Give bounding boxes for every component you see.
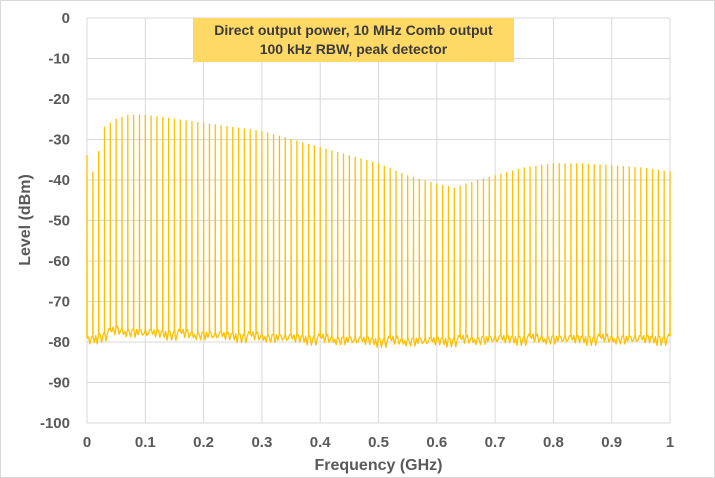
x-tick-label: 1 xyxy=(666,434,674,451)
x-tick-label: 0.4 xyxy=(310,434,332,451)
y-tick-label: -70 xyxy=(48,294,70,311)
y-tick-label: -40 xyxy=(48,172,70,189)
x-axis-ticks: 0 0.1 0.2 0.3 0.4 0.5 0.6 0.7 0.8 0.9 1 xyxy=(83,434,674,451)
x-tick-label: 0.8 xyxy=(543,434,564,451)
x-tick-label: 0.6 xyxy=(426,434,447,451)
y-tick-label: -10 xyxy=(48,51,70,68)
y-axis-title: Level (dBm) xyxy=(17,174,34,266)
x-tick-label: 0.2 xyxy=(193,434,214,451)
title-line-1: Direct output power, 10 MHz Comb output xyxy=(214,22,493,38)
x-tick-label: 0.1 xyxy=(135,434,156,451)
title-line-2: 100 kHz RBW, peak detector xyxy=(260,41,448,57)
y-tick-label: -60 xyxy=(48,253,70,270)
y-axis-ticks: 0 -10 -20 -30 -40 -50 -60 -70 -80 -90 -100 xyxy=(40,10,70,432)
y-tick-label: -100 xyxy=(40,415,70,432)
chart-title: Direct output power, 10 MHz Comb output … xyxy=(193,18,514,62)
x-tick-label: 0.3 xyxy=(251,434,272,451)
x-tick-label: 0.5 xyxy=(368,434,389,451)
title-box xyxy=(193,18,514,62)
y-tick-label: -90 xyxy=(48,375,70,392)
x-tick-label: 0.9 xyxy=(601,434,622,451)
x-tick-label: 0 xyxy=(83,434,91,451)
y-tick-label: 0 xyxy=(62,10,70,27)
series-level xyxy=(86,114,671,349)
y-tick-label: -80 xyxy=(48,334,70,351)
y-tick-label: -20 xyxy=(48,91,70,108)
y-tick-label: -50 xyxy=(48,213,70,230)
x-axis-title: Frequency (GHz) xyxy=(314,457,442,474)
series-line xyxy=(86,114,671,349)
x-tick-label: 0.7 xyxy=(485,434,506,451)
y-tick-label: -30 xyxy=(48,132,70,149)
